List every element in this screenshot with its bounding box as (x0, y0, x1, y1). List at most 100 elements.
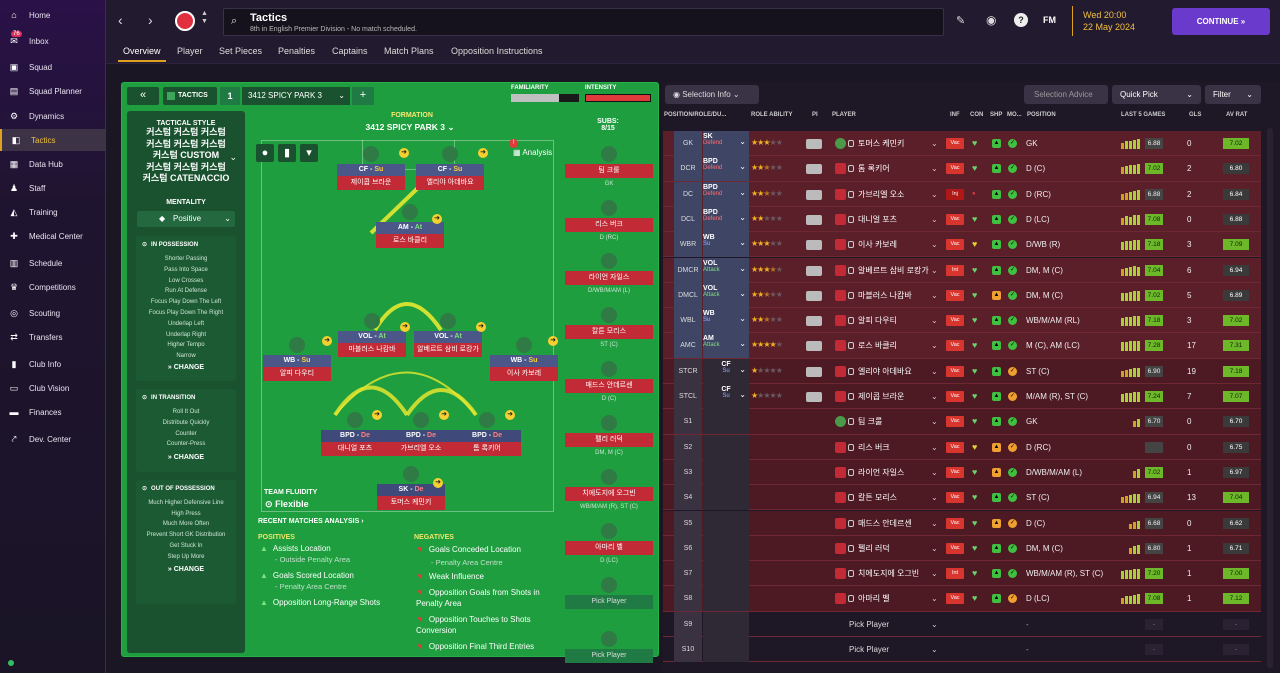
row-role[interactable]: CF Su ⌄ (703, 384, 749, 409)
player-instructions-icon[interactable] (806, 189, 822, 200)
col-role-ability[interactable]: ROLE ABILITY (751, 112, 793, 118)
add-tactic-button[interactable]: + (352, 87, 374, 105)
positive-item[interactable]: ▲ Assists Location - Outside Penalty Area (260, 544, 351, 564)
sub-slot[interactable]: 아마리 벨 D (LC) (565, 523, 653, 564)
player-name[interactable]: 로스 바클리 (858, 341, 898, 351)
player-name[interactable]: 톰 록키어 (858, 164, 890, 174)
table-row[interactable]: S9 Pick Player ⌄ - - - (663, 611, 1261, 637)
analysis-button[interactable]: ▦ Analysis (513, 148, 553, 157)
in-transition-change-button[interactable]: » CHANGE (167, 454, 205, 462)
player-role[interactable]: VOL - At (338, 331, 406, 343)
instruction-arrow-icon[interactable]: ➜ (433, 478, 443, 488)
tab-set-pieces[interactable]: Set Pieces (219, 46, 263, 56)
positive-item[interactable]: ▲ Goals Scored Location - Penalty Area Cen… (260, 571, 354, 591)
row-role[interactable]: WB Su ⌄ (703, 308, 749, 334)
row-role[interactable] (703, 586, 749, 612)
table-row[interactable]: GK SK Defend ⌄ ★★★★★ 토머스 케민키 ⌄ Vac ♥ ▲ ✓ GK 6.88 0 7.0… (663, 131, 1261, 157)
pitch-player[interactable]: VOL - At 알베르트 삼비 로캉가 (414, 313, 482, 357)
chevron-down-icon[interactable]: ⌄ (931, 467, 938, 477)
nav-item-staff[interactable]: ♟ Staff (0, 177, 106, 199)
instruction-arrow-icon[interactable]: ➜ (505, 410, 515, 420)
back-button[interactable]: ‹ (118, 12, 123, 28)
club-badge-icon[interactable] (175, 11, 195, 31)
tab-penalties[interactable]: Penalties (278, 46, 316, 56)
table-row[interactable]: WBR WB Su ⌄ ★★★★★ 이사 카보레 ⌄ Vac ♥ ▲ ✓ D/WB (R) 7.18 3 7… (663, 232, 1261, 258)
chevron-down-icon[interactable]: ⌄ (931, 265, 938, 275)
tab-captains[interactable]: Captains (332, 46, 368, 56)
col-goals[interactable]: GLS (1189, 112, 1202, 118)
table-scrollbar[interactable] (1267, 128, 1273, 668)
positive-item[interactable]: ▲ Opposition Long-Range Shots (260, 598, 381, 607)
player-role[interactable]: SK - De (377, 484, 445, 496)
in-transition-box[interactable]: ⊙ IN TRANSITION Roll It Out Distribute Qui… (136, 389, 236, 472)
nav-item-squad[interactable]: ▣ Squad (0, 56, 106, 78)
ball-icon[interactable]: ◉ (986, 13, 997, 27)
pitch-player[interactable]: BPD - De 대니얼 포츠 (321, 412, 389, 456)
player-instructions-icon[interactable] (806, 341, 822, 352)
row-role[interactable]: BPD Defend ⌄ (703, 206, 749, 232)
forward-button[interactable]: › (148, 12, 153, 28)
instruction-arrow-icon[interactable]: ➜ (322, 336, 332, 346)
nav-item-tactics[interactable]: ◧ Tactics (0, 129, 106, 151)
nav-item-transfers[interactable]: ⇄ Transfers (0, 326, 106, 348)
negative-item[interactable]: ▼ Opposition Final Third Entries (416, 642, 535, 651)
player-name[interactable]: 라이언 자일스 (858, 467, 905, 477)
table-row[interactable]: S4 칼튼 모리스 ⌄ Vac ♥ ▲ ✓ ST (C) 6.94 13 7.04 (663, 485, 1261, 511)
pitch-player[interactable]: VOL - At 마블러스 나캄바 (338, 313, 406, 357)
download-icon[interactable]: ▾ (300, 144, 318, 162)
pitch-player[interactable]: AM - At 로스 바클리 (376, 204, 444, 248)
pitch-player[interactable]: SK - De 토머스 케민키 (377, 466, 445, 510)
instruction-arrow-icon[interactable]: ➜ (548, 336, 558, 346)
chevron-down-icon[interactable]: ⌄ (931, 594, 938, 604)
row-role[interactable]: VOL Attack ⌄ (703, 257, 749, 283)
player-role[interactable]: BPD - De (321, 430, 389, 442)
out-of-possession-box[interactable]: ⊙ OUT OF POSSESSION Much Higher Defensive… (136, 480, 236, 604)
col-position-role[interactable]: POSITION/ROLE/DU... (664, 112, 727, 118)
pitch-player[interactable]: BPD - De 가브리엘 오소 (387, 412, 455, 456)
club-switch-icon[interactable]: ▲ ▼ (201, 10, 208, 25)
tactic-slot-number[interactable]: 1 (220, 87, 240, 105)
table-row[interactable]: DC BPD Defend ⌄ ★★★★★ 가브리엘 오소 ⌄ Inj ● ▲ ✓ D (RC) 6.8… (663, 181, 1261, 207)
stats-view-icon[interactable]: ▮ (278, 144, 296, 162)
col-player[interactable]: PLAYER (832, 112, 856, 118)
in-possession-box[interactable]: ⊙ IN POSSESSION Shorter Passing Pass Into … (136, 236, 236, 381)
player-name[interactable]: 리스 버크 (858, 442, 890, 452)
tab-match-plans[interactable]: Match Plans (384, 46, 434, 56)
player-name[interactable]: 아마리 벨 (858, 594, 890, 604)
negative-item[interactable]: ▼ Goals Conceded Location - Penalty Area C… (416, 545, 521, 567)
table-row[interactable]: WBL WB Su ⌄ ★★★★★ 알피 다우티 ⌄ Vac ♥ ▲ ✓ WB/M/AM (RL) 7.… (663, 308, 1261, 334)
chevron-down-icon[interactable]: ⌄ (931, 164, 938, 174)
row-role[interactable]: WB Su ⌄ (703, 232, 749, 258)
tab-opposition-instructions[interactable]: Opposition Instructions (451, 46, 543, 56)
nav-item-training[interactable]: ◭ Training (0, 201, 106, 223)
player-role[interactable]: CF - Su (337, 164, 405, 176)
player-name[interactable]: 펠리 러덕 (858, 543, 890, 553)
player-instructions-icon[interactable] (806, 240, 822, 251)
pitch-player[interactable]: CF - Su 제이콥 브라운 (337, 146, 405, 190)
table-row[interactable]: DCR BPD Defend ⌄ ★★★★★ 톰 록키어 ⌄ Vac ♥ ▲ ✓ D (C) 7.02 2… (663, 156, 1261, 182)
negative-item[interactable]: ▼ Opposition Goals from Shots in Penalty … (416, 588, 540, 608)
pitch-player[interactable]: WB - Su 알피 다우티 (263, 337, 331, 381)
player-name[interactable]: 알피 다우티 (858, 316, 898, 326)
col-last5[interactable]: LAST 5 GAMES (1121, 112, 1166, 118)
col-position[interactable]: POSITION (1027, 112, 1056, 118)
player-name[interactable]: 대니얼 포츠 (858, 214, 898, 224)
player-name[interactable]: Pick Player (849, 645, 890, 654)
player-instructions-icon[interactable] (806, 139, 822, 149)
nav-item-finances[interactable]: ▬ Finances (0, 401, 106, 423)
search-box[interactable]: ⌕ Tactics 8th in English Premier Divisio… (223, 8, 944, 36)
player-role[interactable]: WB - Su (263, 355, 331, 367)
row-role[interactable]: BPD Defend ⌄ (703, 181, 749, 207)
edit-icon[interactable]: ✎ (956, 15, 966, 27)
player-name[interactable]: 팀 크룰 (858, 417, 883, 427)
player-instructions-icon[interactable] (806, 265, 822, 276)
chevron-down-icon[interactable]: ⌄ (931, 290, 938, 300)
table-row[interactable]: S5 매드스 안데르센 ⌄ Vac ♥ ▲ ✓ D (C) 6.68 0 6.62 (663, 510, 1261, 536)
row-role[interactable]: VOL Attack ⌄ (703, 282, 749, 308)
table-row[interactable]: DCL BPD Defend ⌄ ★★★★★ 대니얼 포츠 ⌄ Vac ♥ ▲ ✓ D (LC) 7.0… (663, 206, 1261, 233)
instruction-arrow-icon[interactable]: ➜ (399, 148, 409, 158)
pitch-player[interactable]: CF - Su 엘리야 아데바요 (416, 146, 484, 190)
nav-item-dynamics[interactable]: ⚙ Dynamics (0, 105, 106, 127)
nav-item-medical-center[interactable]: ✚ Medical Center (0, 225, 106, 247)
player-name[interactable]: 알베르트 삼비 로캉가 (858, 265, 929, 275)
